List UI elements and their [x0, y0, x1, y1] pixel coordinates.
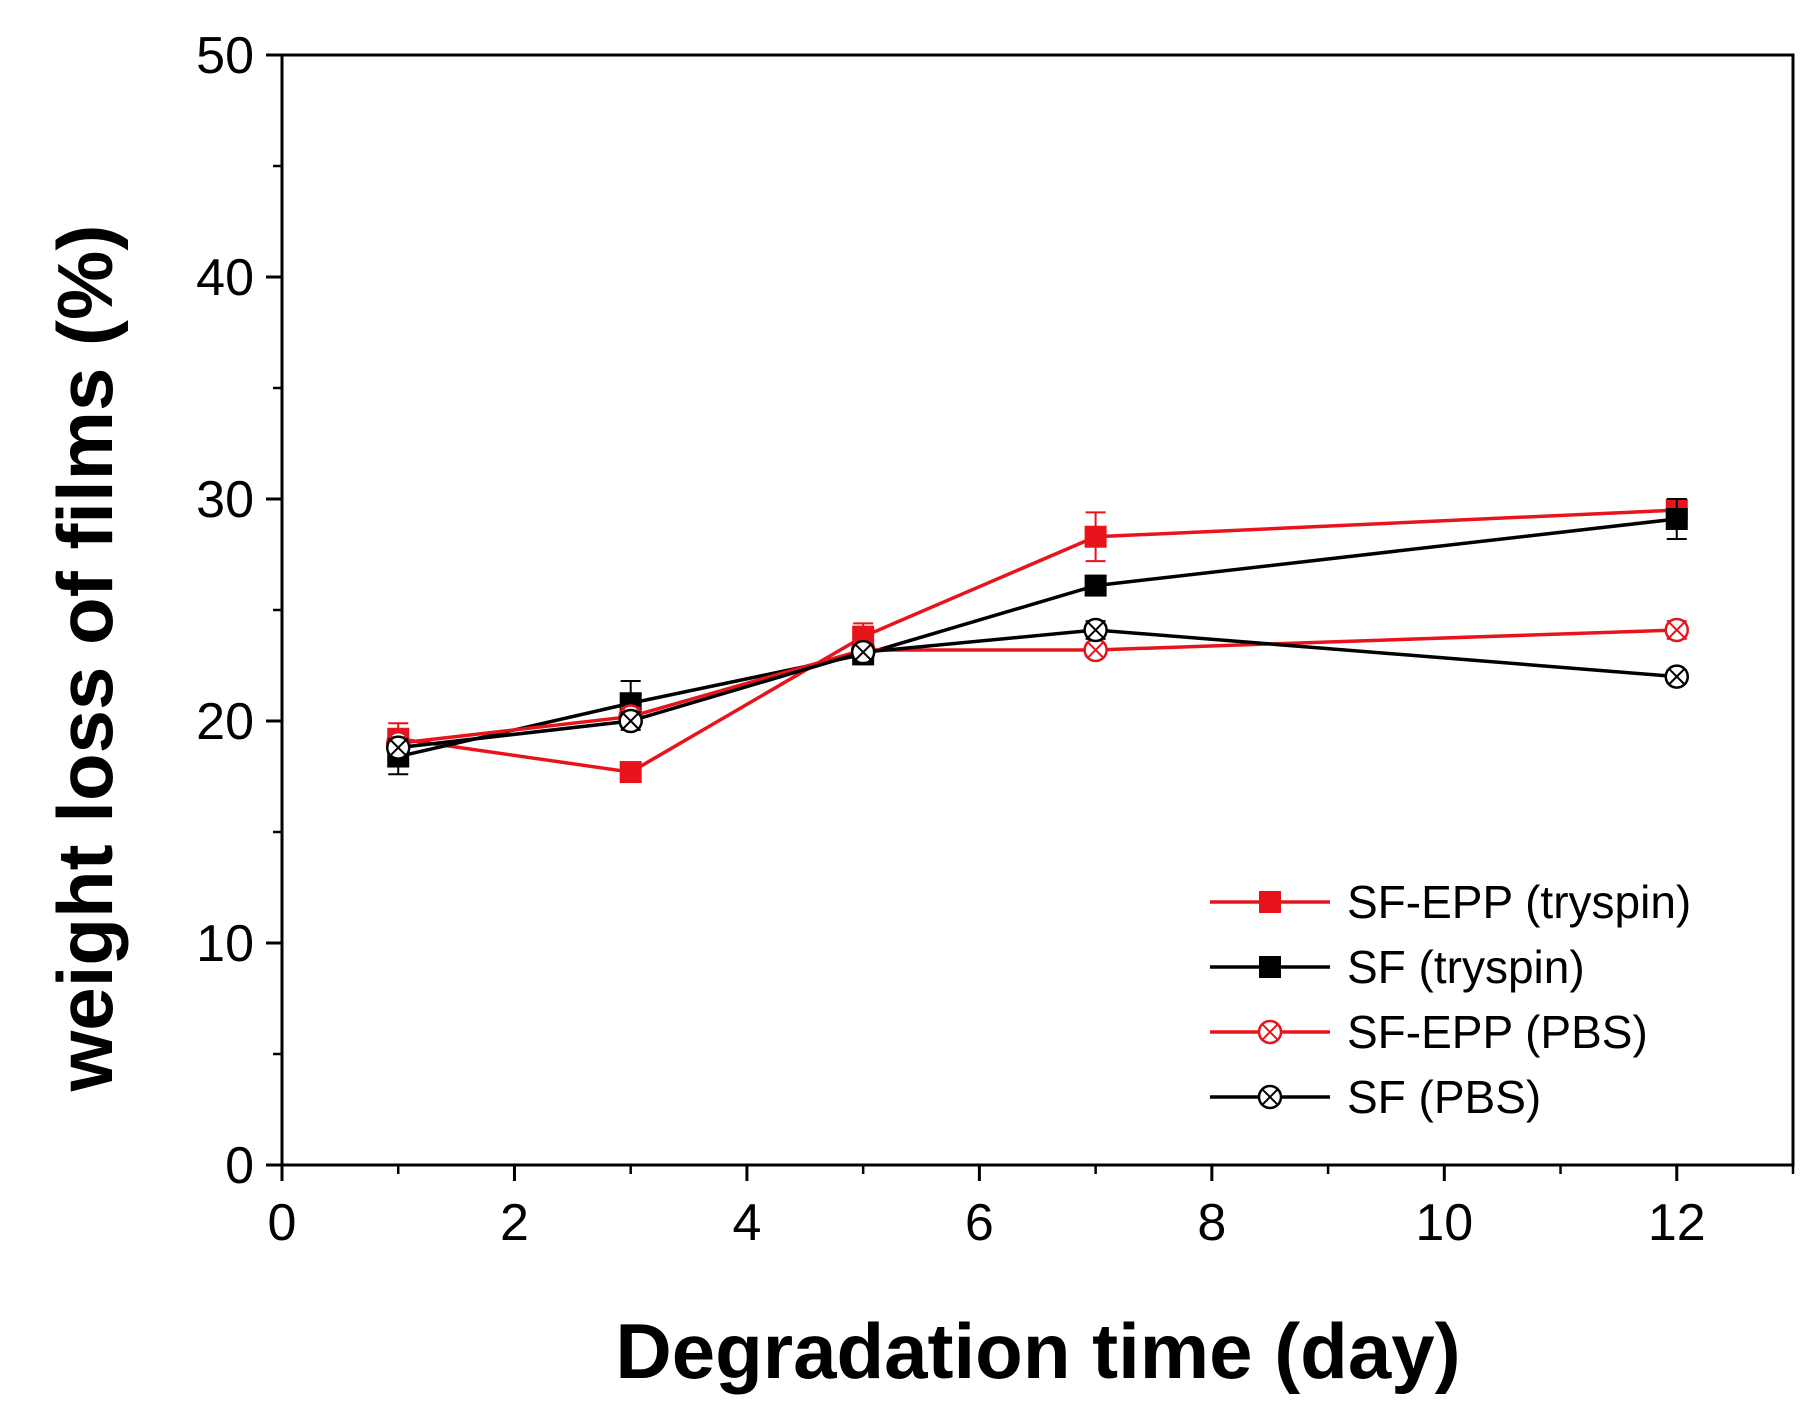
data-point [850, 639, 876, 665]
data-point [1664, 617, 1690, 643]
x-tick-label: 8 [1197, 1194, 1226, 1252]
x-tick-label: 10 [1415, 1194, 1473, 1252]
y-tick-label: 0 [225, 1137, 254, 1195]
x-tick-label: 6 [965, 1194, 994, 1252]
x-tick-label: 2 [500, 1194, 529, 1252]
y-tick-label: 10 [196, 915, 254, 973]
series-line [398, 628, 1677, 750]
data-point [1665, 507, 1688, 530]
legend-marker [1257, 1019, 1283, 1045]
data-point [385, 735, 411, 760]
legend-item: SF-EPP (PBS) [1210, 1006, 1648, 1058]
series-line [397, 508, 1677, 774]
legend-marker [1259, 956, 1281, 978]
x-tick-label: 4 [732, 1194, 761, 1252]
y-tick-label: 30 [196, 471, 254, 529]
data-series [385, 498, 1690, 784]
axis-tick-labels: 0 2 4 6 8 10 12 0 10 20 30 40 50 [196, 27, 1706, 1252]
x-tick-label: 12 [1648, 1194, 1706, 1252]
legend-label: SF (PBS) [1347, 1071, 1541, 1123]
data-point [618, 708, 643, 734]
data-point [1083, 637, 1108, 663]
series-sf-pbs [385, 617, 1690, 760]
legend-label: SF (tryspin) [1347, 941, 1585, 993]
series-sf-epp-pbs [385, 617, 1690, 756]
legend-label: SF-EPP (tryspin) [1347, 876, 1691, 928]
y-tick-label: 50 [196, 27, 254, 85]
y-tick-label: 40 [196, 249, 254, 307]
y-axis-title: weight loss of films (%) [41, 225, 129, 1093]
data-point [1664, 664, 1690, 689]
data-point [1084, 525, 1107, 548]
x-tick-label: 0 [268, 1194, 297, 1252]
legend-item: SF (tryspin) [1210, 941, 1585, 993]
legend-marker [1257, 1084, 1283, 1110]
data-point [1084, 574, 1107, 597]
plot-frame [280, 53, 1795, 1167]
data-point [619, 761, 642, 784]
legend-item: SF-EPP (tryspin) [1210, 876, 1691, 928]
legend: SF-EPP (tryspin) SF (tryspin) SF-EPP (PBS)… [1210, 876, 1691, 1123]
legend-item: SF (PBS) [1210, 1071, 1541, 1123]
legend-label: SF-EPP (PBS) [1347, 1006, 1648, 1058]
legend-marker [1259, 891, 1281, 913]
data-point [1083, 617, 1108, 643]
y-tick-label: 20 [196, 693, 254, 751]
x-axis-title: Degradation time (day) [615, 1307, 1460, 1395]
